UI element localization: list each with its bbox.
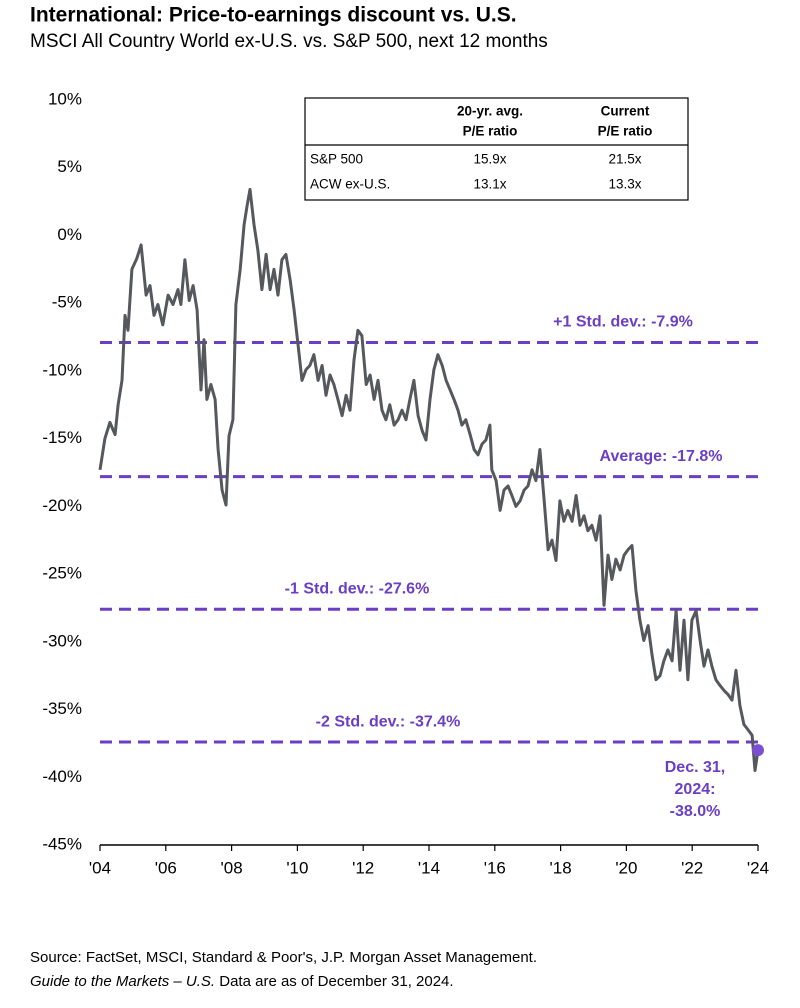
table-cell: ACW ex-U.S. <box>310 177 390 192</box>
table-cell: 15.9x <box>473 152 506 167</box>
table-header: P/E ratio <box>463 124 518 139</box>
y-tick-label: 5% <box>57 157 82 176</box>
chart-title: International: Price-to-earnings discoun… <box>30 4 517 27</box>
data-line <box>98 187 760 772</box>
x-tick-label: '20 <box>615 858 637 877</box>
reference-label: +1 Std. dev.: -7.9% <box>553 314 693 331</box>
y-tick-label: -20% <box>42 496 82 515</box>
table-header: Current <box>601 104 650 119</box>
y-tick-label: -25% <box>42 564 82 583</box>
x-tick-label: '06 <box>155 858 177 877</box>
chart-subtitle: MSCI All Country World ex-U.S. vs. S&P 5… <box>30 31 548 52</box>
y-tick-label: -10% <box>42 360 82 379</box>
end-marker <box>752 744 764 757</box>
x-tick-label: '18 <box>550 858 572 877</box>
legend-table: 20-yr. avg. P/E ratio Current P/E ratio S&P … <box>304 97 689 201</box>
end-label: 2024: <box>675 781 716 798</box>
table-cell: 13.3x <box>608 177 641 192</box>
table-header: P/E ratio <box>598 124 653 139</box>
x-tick-label: '10 <box>286 858 308 877</box>
table-header: 20-yr. avg. <box>457 104 523 119</box>
note-text: Data are as of December 31, 2024. <box>215 973 453 990</box>
x-tick-label: '14 <box>418 858 440 877</box>
x-tick-label: '08 <box>221 858 243 877</box>
note: Guide to the Markets – U.S. Data are as … <box>30 973 454 990</box>
y-tick-label: -30% <box>42 631 82 650</box>
table-cell: 21.5x <box>608 152 641 167</box>
reference-label: -1 Std. dev.: -27.6% <box>285 581 430 598</box>
y-tick-label: -5% <box>52 293 82 312</box>
x-tick-label: '22 <box>681 858 703 877</box>
y-tick-label: -45% <box>42 834 82 853</box>
x-tick-label: '04 <box>89 858 111 877</box>
reference-label: -2 Std. dev.: -37.4% <box>316 713 461 730</box>
source: Source: FactSet, MSCI, Standard & Poor's… <box>30 949 537 966</box>
y-tick-label: -15% <box>42 428 82 447</box>
table-cell: S&P 500 <box>310 152 363 167</box>
x-tick-label: '16 <box>484 858 506 877</box>
y-tick-label: -40% <box>42 767 82 786</box>
y-tick-label: 10% <box>48 89 82 108</box>
end-label: Dec. 31, <box>665 759 725 776</box>
y-tick-label: -35% <box>42 699 82 718</box>
x-tick-label: '24 <box>747 858 769 877</box>
x-tick-label: '12 <box>352 858 374 877</box>
table-frame <box>304 97 689 201</box>
note-italic: Guide to the Markets – U.S. <box>30 973 215 990</box>
table-cell: 13.1x <box>473 177 506 192</box>
end-label: -38.0% <box>670 803 721 820</box>
y-tick-label: 0% <box>57 225 82 244</box>
reference-label: Average: -17.8% <box>599 448 722 465</box>
